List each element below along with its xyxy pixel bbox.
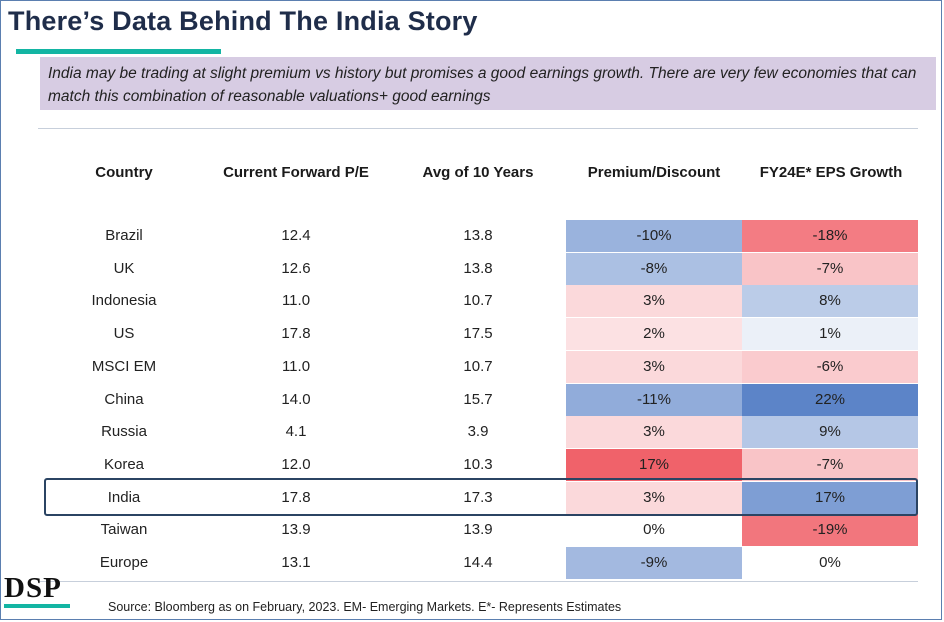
cell-avg-10-years: 14.4 (463, 554, 493, 571)
cell-eps-growth: -7% (742, 449, 918, 481)
cell-avg-10-years: 15.7 (463, 391, 493, 408)
subtitle-box: India may be trading at slight premium v… (40, 57, 936, 110)
cell-forward-pe: 12.4 (281, 227, 311, 244)
cell-eps-growth: -19% (742, 514, 918, 546)
cell-forward-pe: 17.8 (281, 325, 311, 342)
cell-premium-discount: -8% (566, 253, 742, 285)
cell-premium-discount: -10% (566, 220, 742, 252)
cell-eps-growth: 0% (742, 547, 918, 579)
header-forward-pe: Current Forward P/E (223, 164, 369, 181)
cell-avg-10-years: 3.9 (467, 423, 489, 440)
cell-premium-discount: -11% (566, 384, 742, 416)
header-avg-10-years: Avg of 10 Years (422, 164, 534, 181)
cell-avg-10-years: 13.8 (463, 227, 493, 244)
cell-country: Europe (99, 554, 149, 571)
cell-premium-discount: 3% (566, 285, 742, 317)
cell-avg-10-years: 13.8 (463, 260, 493, 277)
cell-eps-growth: -7% (742, 253, 918, 285)
cell-forward-pe: 13.1 (281, 554, 311, 571)
cell-forward-pe: 4.1 (285, 423, 307, 440)
cell-eps-growth: 22% (742, 384, 918, 416)
cell-eps-growth: 8% (742, 285, 918, 317)
logo-underline (4, 604, 70, 608)
dsp-logo: DSP (4, 572, 62, 604)
cell-avg-10-years: 10.7 (463, 292, 493, 309)
cell-forward-pe: 11.0 (281, 292, 311, 309)
cell-eps-growth: 1% (742, 318, 918, 350)
cell-country: China (104, 391, 144, 408)
cell-country: Indonesia (91, 292, 157, 309)
subtitle: India may be trading at slight premium v… (48, 65, 917, 105)
cell-country: UK (113, 260, 135, 277)
header-eps-growth: FY24E* EPS Growth (759, 164, 903, 181)
cell-country: Russia (101, 423, 147, 440)
cell-avg-10-years: 17.5 (463, 325, 493, 342)
india-row-highlight (44, 478, 918, 516)
cell-eps-growth: 9% (742, 416, 918, 448)
cell-country: US (113, 325, 135, 342)
cell-country: Korea (103, 456, 145, 473)
cell-avg-10-years: 10.7 (463, 358, 493, 375)
cell-country: India (107, 489, 141, 506)
cell-premium-discount: 0% (566, 514, 742, 546)
cell-forward-pe: 12.0 (281, 456, 311, 473)
cell-avg-10-years: 17.3 (463, 489, 493, 506)
cell-premium-discount: 17% (566, 449, 742, 481)
cell-premium-discount: 3% (566, 416, 742, 448)
cell-country: Taiwan (100, 521, 148, 538)
cell-avg-10-years: 10.3 (463, 456, 493, 473)
cell-premium-discount: -9% (566, 547, 742, 579)
cell-country: MSCI EM (91, 358, 157, 375)
cell-premium-discount: 2% (566, 318, 742, 350)
title-underline (16, 49, 221, 54)
cell-premium-discount: 3% (566, 482, 742, 514)
cell-forward-pe: 11.0 (281, 358, 311, 375)
header-country: Country (95, 164, 153, 181)
cell-forward-pe: 14.0 (281, 391, 311, 408)
source-note: Source: Bloomberg as on February, 2023. … (108, 600, 622, 614)
cell-forward-pe: 12.6 (281, 260, 311, 277)
cell-eps-growth: -18% (742, 220, 918, 252)
cell-country: Brazil (105, 227, 143, 244)
header-premium-discount: Premium/Discount (587, 164, 721, 181)
cell-premium-discount: 3% (566, 351, 742, 383)
cell-eps-growth: -6% (742, 351, 918, 383)
cell-avg-10-years: 13.9 (463, 521, 493, 538)
cell-forward-pe: 13.9 (281, 521, 311, 538)
cell-forward-pe: 17.8 (281, 489, 311, 506)
cell-eps-growth: 17% (742, 482, 918, 514)
page-title: There’s Data Behind The India Story (8, 6, 478, 36)
